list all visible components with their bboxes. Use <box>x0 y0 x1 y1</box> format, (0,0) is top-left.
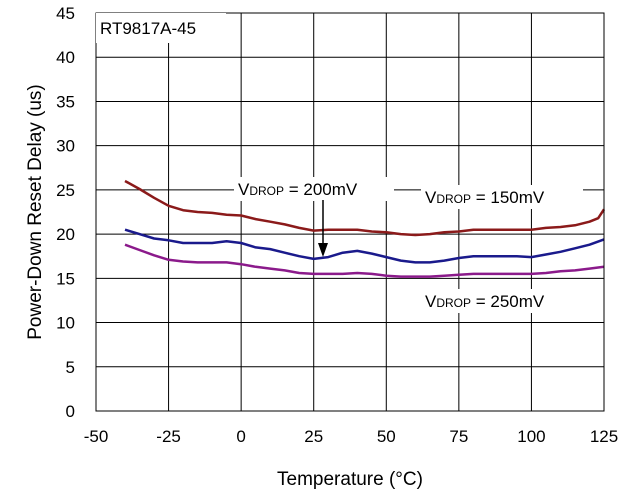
annotation-150mv-v: V <box>425 188 437 207</box>
annotation-250mv-sub: DROP <box>436 296 471 310</box>
ticks: -50 -25 0 25 50 75 100 125 0 5 10 15 20 25 30 35 40 45 <box>56 4 618 446</box>
y-tick-label: 35 <box>56 92 75 111</box>
y-tick-label: 10 <box>56 314 75 333</box>
annotation-200mv: VDROP = 200mV <box>234 177 394 257</box>
annotation-200mv-text: VDROP = 200mV <box>238 180 358 199</box>
series-line-1 <box>124 228 605 264</box>
y-tick-label: 40 <box>56 48 75 67</box>
annotation-150mv-bg <box>421 185 583 209</box>
series-lines <box>124 179 606 278</box>
series-line-0 <box>124 179 606 237</box>
annotation-200mv-v: V <box>238 180 250 199</box>
x-tick-label: 50 <box>377 427 396 446</box>
y-tick-label: 25 <box>56 181 75 200</box>
annotation-150mv: VDROP = 150mV <box>421 185 583 209</box>
annotation-150mv-text: VDROP = 150mV <box>425 188 545 207</box>
x-tick-label: 0 <box>236 427 245 446</box>
annotation-200mv-rest: = 200mV <box>284 180 358 199</box>
annotation-250mv-text: VDROP = 250mV <box>425 292 545 311</box>
y-axis-title: Power-Down Reset Delay (us) <box>25 84 46 340</box>
annotation-200mv-bg <box>234 177 394 201</box>
x-tick-label: -50 <box>84 427 109 446</box>
annotation-250mv-rest: = 250mV <box>471 292 545 311</box>
plot-frame <box>95 12 605 412</box>
annotation-150mv-rest: = 150mV <box>471 188 545 207</box>
x-axis-title: Temperature (°C) <box>277 469 423 490</box>
x-tick-label: -25 <box>156 427 181 446</box>
x-tick-label: 75 <box>449 427 468 446</box>
annotation-250mv: VDROP = 250mV <box>421 289 583 313</box>
x-tick-label: 25 <box>304 427 323 446</box>
x-tick-label: 100 <box>517 427 545 446</box>
annotation-250mv-v: V <box>425 292 437 311</box>
annotation-arrowhead-icon <box>318 243 328 257</box>
y-tick-label: 45 <box>56 4 75 23</box>
y-tick-label: 20 <box>56 225 75 244</box>
y-tick-label: 30 <box>56 137 75 156</box>
annotation-250mv-bg <box>421 289 583 313</box>
grid <box>96 13 604 411</box>
annotation-200mv-sub: DROP <box>249 184 284 198</box>
x-tick-label: 125 <box>590 427 618 446</box>
series-line-2 <box>124 243 605 278</box>
chart-title: RT9817A-45 <box>100 19 196 38</box>
y-tick-label: 5 <box>66 358 75 377</box>
annotation-150mv-sub: DROP <box>436 192 471 206</box>
title-box <box>96 13 226 43</box>
y-tick-label: 15 <box>56 269 75 288</box>
y-tick-label: 0 <box>66 402 75 421</box>
